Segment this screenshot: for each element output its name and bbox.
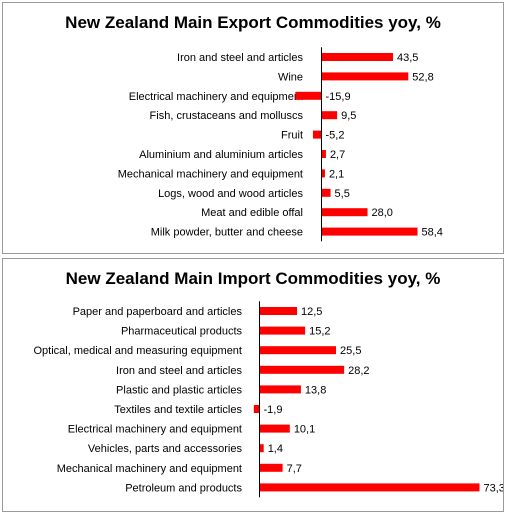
import-chart-panel: New Zealand Main Import Commodities yoy,… bbox=[2, 258, 504, 512]
export-bar bbox=[321, 111, 338, 120]
export-category-label: Milk powder, butter and cheese bbox=[151, 227, 303, 239]
import-bar bbox=[259, 444, 264, 453]
import-bar bbox=[259, 346, 337, 355]
export-bar bbox=[321, 208, 368, 217]
import-value-label: 12,5 bbox=[301, 306, 322, 318]
export-value-label: 2,1 bbox=[329, 168, 344, 180]
import-category-label: Mechanical machinery and equipment bbox=[57, 463, 242, 475]
export-bar bbox=[321, 169, 325, 178]
import-value-label: 25,5 bbox=[340, 345, 361, 357]
export-value-label: 43,5 bbox=[397, 52, 418, 64]
import-category-label: Plastic and plastic articles bbox=[116, 384, 242, 396]
import-bar bbox=[259, 463, 283, 472]
export-chart-plot: Iron and steel and articles 43,5 Wine 52,8 E… bbox=[118, 47, 443, 242]
export-value-label: 52,8 bbox=[412, 71, 433, 83]
export-category-label: Mechanical machinery and equipment bbox=[118, 168, 303, 180]
import-value-label: 1,4 bbox=[268, 443, 283, 455]
export-bar bbox=[312, 130, 322, 139]
import-chart-plot: Paper and paperboard and articles 12,5 Pha… bbox=[33, 301, 504, 498]
export-bar bbox=[321, 188, 331, 197]
export-category-label: Iron and steel and articles bbox=[177, 52, 303, 64]
import-value-label: 28,2 bbox=[348, 365, 369, 377]
import-chart-title: New Zealand Main Import Commodities yoy,… bbox=[65, 269, 441, 288]
export-bar bbox=[321, 227, 418, 236]
export-category-label: Logs, wood and wood articles bbox=[158, 188, 303, 200]
export-bar bbox=[295, 91, 322, 100]
export-value-label: 2,7 bbox=[330, 149, 345, 161]
export-category-label: Fish, crustaceans and molluscs bbox=[150, 110, 304, 122]
export-bar bbox=[321, 53, 394, 61]
import-category-label: Vehicles, parts and accessories bbox=[88, 443, 243, 455]
import-bar bbox=[259, 365, 345, 374]
export-value-label: -15,9 bbox=[326, 91, 351, 103]
import-category-label: Electrical machinery and equipment bbox=[68, 424, 242, 436]
import-bar bbox=[259, 424, 290, 433]
export-bar bbox=[321, 72, 409, 81]
export-category-label: Wine bbox=[278, 71, 303, 83]
export-value-label: 5,5 bbox=[335, 188, 350, 200]
import-bar bbox=[259, 385, 301, 394]
import-category-label: Iron and steel and articles bbox=[116, 365, 242, 377]
import-bar bbox=[259, 307, 298, 315]
export-category-label: Fruit bbox=[281, 130, 303, 142]
import-category-label: Pharmaceutical products bbox=[121, 326, 243, 338]
export-value-label: 9,5 bbox=[341, 110, 356, 122]
import-bar bbox=[259, 483, 480, 492]
import-value-label: 15,2 bbox=[309, 326, 330, 338]
export-value-label: 28,0 bbox=[372, 207, 393, 219]
export-category-label: Aluminium and aluminium articles bbox=[139, 149, 303, 161]
import-bar bbox=[259, 326, 306, 335]
import-value-label: 7,7 bbox=[287, 463, 302, 475]
import-category-label: Paper and paperboard and articles bbox=[73, 306, 243, 318]
import-category-label: Optical, medical and measuring equipment bbox=[33, 345, 242, 357]
export-value-label: 58,4 bbox=[422, 227, 443, 239]
export-chart-panel: New Zealand Main Export Commodities yoy,… bbox=[2, 2, 504, 254]
export-bar bbox=[321, 150, 326, 158]
export-value-label: -5,2 bbox=[326, 130, 345, 142]
import-value-label: 10,1 bbox=[294, 424, 315, 436]
import-category-label: Textiles and textile articles bbox=[114, 404, 242, 416]
export-category-label: Electrical machinery and equipment bbox=[129, 91, 303, 103]
import-value-label: -1,9 bbox=[264, 404, 283, 416]
import-value-label: 13,8 bbox=[305, 384, 326, 396]
export-category-label: Meat and edible offal bbox=[201, 207, 303, 219]
import-category-label: Petroleum and products bbox=[125, 482, 242, 494]
import-bar bbox=[253, 405, 260, 413]
export-chart-title: New Zealand Main Export Commodities yoy,… bbox=[65, 13, 441, 32]
import-value-label: 73,3 bbox=[484, 482, 504, 494]
